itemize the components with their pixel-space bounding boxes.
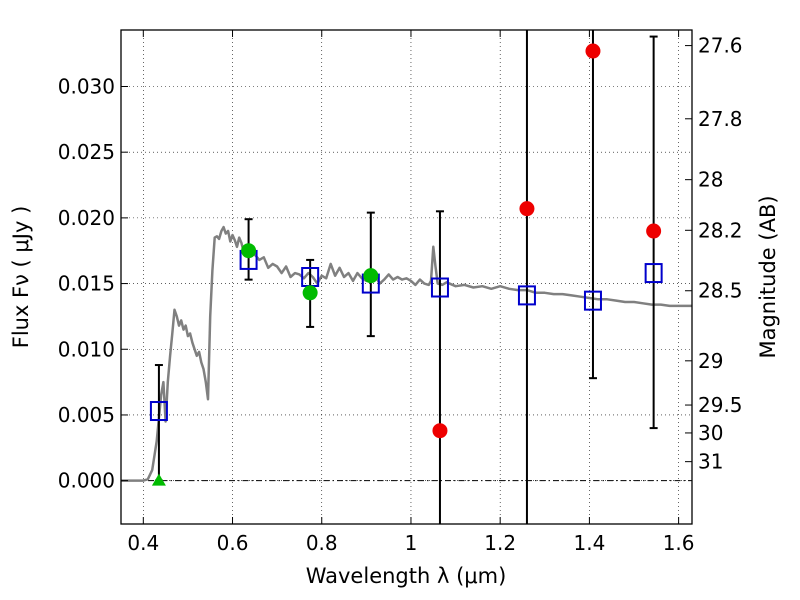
nondetection-marker — [585, 43, 601, 59]
y-axis-label: Flux Fν ( μJy ) — [9, 206, 33, 349]
nondetection-marker — [519, 201, 535, 217]
y-tick-label: 0.010 — [58, 337, 115, 361]
upper-limit-marker — [151, 473, 166, 486]
right-tick-label: 28 — [698, 168, 723, 192]
x-tick-label: 0.8 — [306, 531, 338, 555]
model-photometry-marker — [644, 263, 663, 284]
x-tick-label: 1.4 — [573, 531, 605, 555]
x-axis-ticks: 0.4 0.6 0.8 1 1.2 1.4 1.6 — [127, 30, 695, 555]
y-tick-label: 0.005 — [58, 403, 115, 427]
detection-marker — [241, 243, 257, 259]
nondetection-marker — [432, 423, 448, 439]
model-photometry-marker — [517, 285, 536, 306]
x-tick-label: 1 — [405, 531, 418, 555]
right-axis-ticks: 27.6 27.8 28 28.2 28.5 29 29.5 30 31 — [685, 34, 743, 474]
plot-frame — [120, 29, 693, 525]
y-tick-label: 0.020 — [58, 206, 115, 230]
detection-marker — [302, 285, 318, 301]
right-tick-label: 28.2 — [698, 218, 743, 242]
nondetection-markers — [432, 43, 662, 439]
x-tick-label: 1.6 — [663, 531, 695, 555]
detection-marker — [363, 268, 379, 284]
y-axis-ticks: 0.000 0.005 0.010 0.015 0.020 0.025 0.030 — [58, 74, 128, 493]
x-axis-label: Wavelength λ (μm) — [306, 564, 507, 588]
right-tick-label: 29 — [698, 349, 723, 373]
y-tick-label: 0.000 — [58, 469, 115, 493]
model-photometry-markers — [149, 249, 663, 422]
model-photometry-marker — [430, 277, 449, 298]
detection-markers — [151, 243, 379, 486]
nondetection-marker — [646, 223, 662, 239]
x-tick-label: 0.6 — [217, 531, 249, 555]
right-tick-label: 29.5 — [698, 393, 743, 417]
y-tick-label: 0.025 — [58, 140, 115, 164]
model-photometry-marker — [583, 290, 602, 311]
model-spectrum-line — [121, 225, 692, 482]
model-photometry-marker — [149, 401, 168, 422]
y-tick-label: 0.030 — [58, 74, 115, 98]
x-tick-label: 0.4 — [127, 531, 159, 555]
right-tick-label: 27.6 — [698, 34, 743, 58]
right-axis-label: Magnitude (AB) — [756, 195, 780, 358]
right-tick-label: 28.5 — [698, 279, 743, 303]
right-tick-label: 31 — [698, 450, 723, 474]
right-tick-label: 30 — [698, 421, 723, 445]
plot-background — [121, 30, 692, 524]
x-tick-label: 1.2 — [484, 531, 516, 555]
right-tick-label: 27.8 — [698, 107, 743, 131]
y-tick-label: 0.015 — [58, 272, 115, 296]
